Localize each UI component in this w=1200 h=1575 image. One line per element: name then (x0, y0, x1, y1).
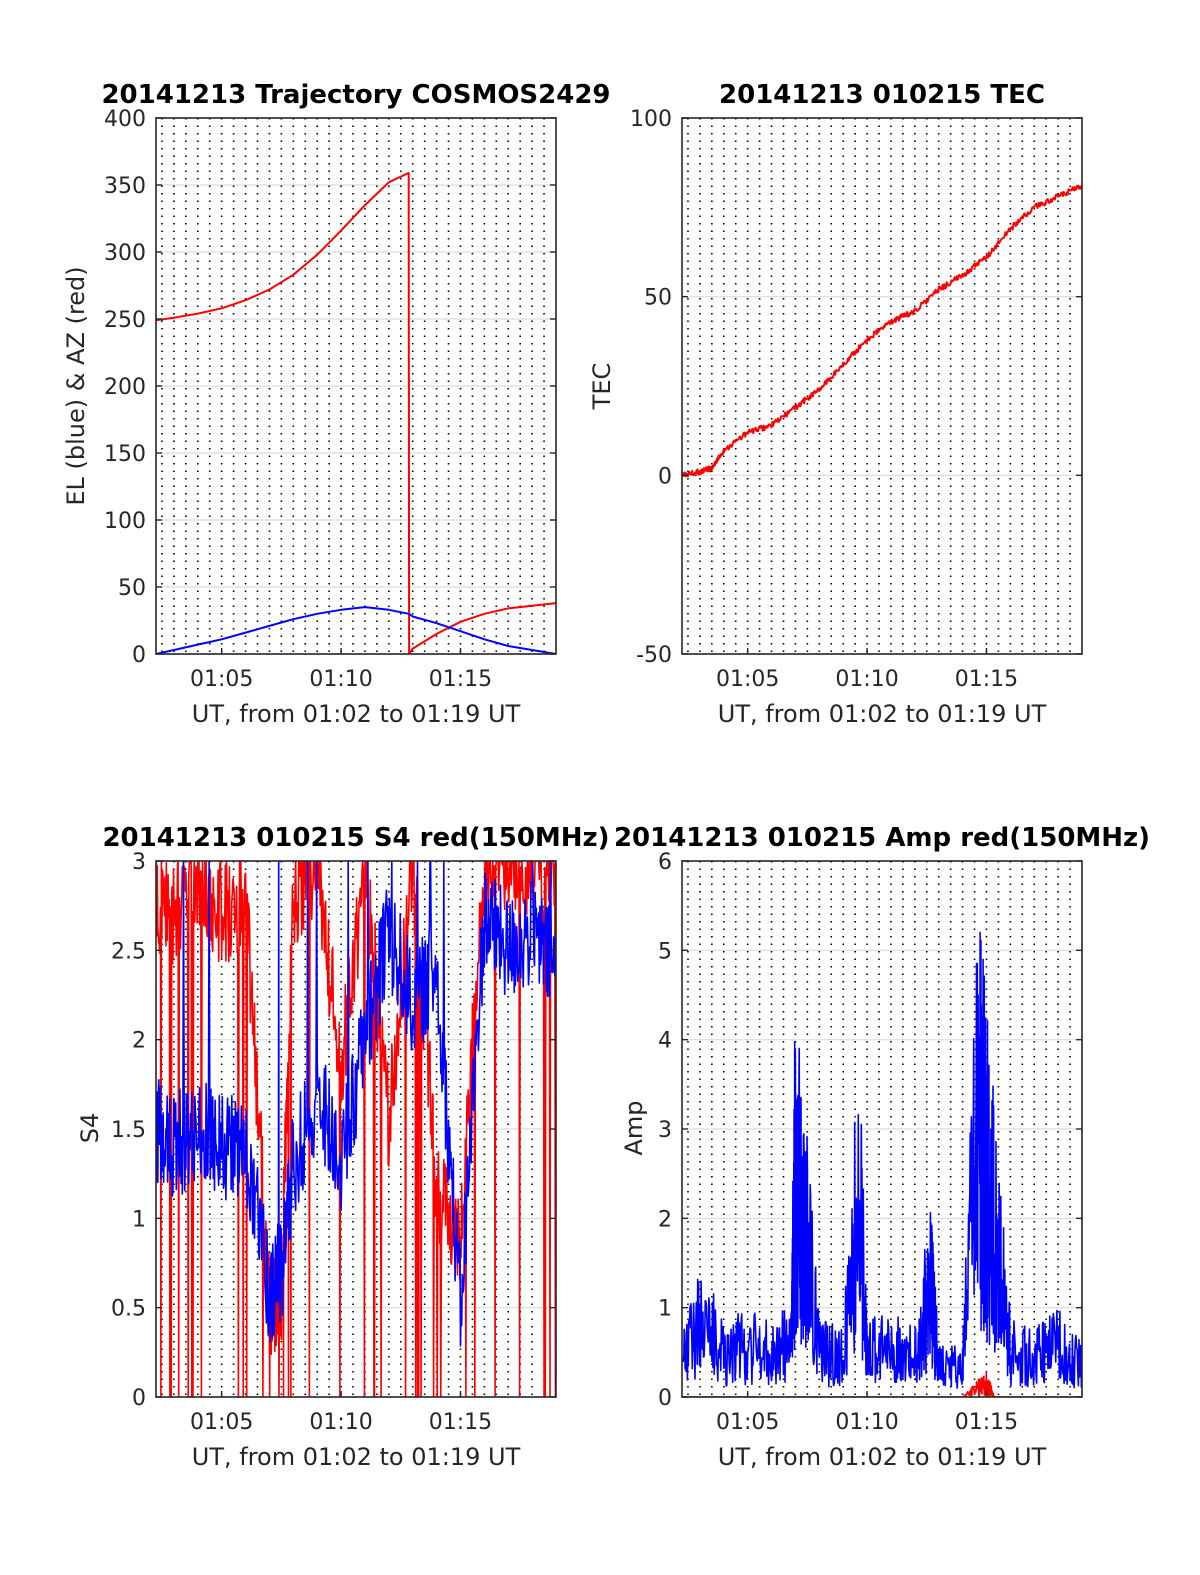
x-tick-label: 01:05 (190, 667, 253, 692)
y-tick-label: 0.5 (111, 1297, 146, 1322)
y-tick-label: 1 (658, 1297, 672, 1322)
y-axis-label: Amp (620, 1100, 648, 1155)
x-tick-label: 01:15 (429, 1410, 492, 1435)
y-tick-label: 4 (658, 1029, 672, 1054)
chart-title: 20141213 010215 TEC (719, 80, 1045, 110)
series-line (156, 171, 556, 654)
y-tick-label: 1.5 (111, 1118, 146, 1143)
y-tick-label: 5 (658, 939, 672, 964)
y-axis-label: EL (blue) & AZ (red) (62, 266, 90, 505)
y-tick-label: 50 (118, 576, 146, 601)
series-line (156, 606, 556, 654)
x-tick-label: 01:05 (716, 667, 779, 692)
trajectory-chart: 20141213 Trajectory COSMOS2429 UT, from … (62, 80, 611, 728)
y-axis-label: S4 (76, 1113, 104, 1144)
y-tick-label: 3 (658, 1118, 672, 1143)
series-line (682, 184, 1082, 478)
y-tick-label: -50 (636, 643, 672, 668)
amp-chart: 20141213 010215 Amp red(150MHz) UT, from… (614, 823, 1150, 1471)
y-tick-label: 2 (658, 1207, 672, 1232)
y-tick-label: 200 (104, 375, 146, 400)
series-line (156, 861, 556, 1347)
x-axis-label: UT, from 01:02 to 01:19 UT (192, 1443, 521, 1471)
y-tick-label: 3 (132, 850, 146, 875)
y-tick-label: 1 (132, 1207, 146, 1232)
x-tick-label: 01:10 (835, 1410, 898, 1435)
y-tick-label: 100 (104, 509, 146, 534)
y-tick-label: 300 (104, 241, 146, 266)
x-tick-label: 01:15 (955, 667, 1018, 692)
x-axis-label: UT, from 01:02 to 01:19 UT (718, 700, 1047, 728)
y-tick-label: 150 (104, 442, 146, 467)
y-tick-label: 100 (630, 107, 672, 132)
chart-title: 20141213 010215 Amp red(150MHz) (614, 823, 1150, 853)
x-tick-label: 01:15 (955, 1410, 1018, 1435)
x-tick-label: 01:05 (190, 1410, 253, 1435)
axes-frame (681, 117, 1083, 655)
chart-title: 20141213 Trajectory COSMOS2429 (101, 80, 610, 110)
y-tick-label: 0 (132, 643, 146, 668)
y-tick-label: 6 (658, 850, 672, 875)
x-tick-label: 01:10 (309, 667, 372, 692)
y-tick-label: 2.5 (111, 939, 146, 964)
x-tick-label: 01:15 (429, 667, 492, 692)
series-line (682, 931, 1082, 1389)
x-tick-label: 01:10 (835, 667, 898, 692)
chart-title: 20141213 010215 S4 red(150MHz) (102, 823, 609, 853)
y-tick-label: 0 (658, 464, 672, 489)
s4-chart: 20141213 010215 S4 red(150MHz) UT, from … (76, 823, 610, 1471)
y-tick-label: 2 (132, 1029, 146, 1054)
y-axis-label: TEC (588, 363, 616, 411)
x-tick-label: 01:05 (716, 1410, 779, 1435)
y-tick-label: 350 (104, 174, 146, 199)
x-axis-label: UT, from 01:02 to 01:19 UT (192, 700, 521, 728)
tec-chart: 20141213 010215 TEC UT, from 01:02 to 01… (588, 80, 1083, 728)
x-tick-label: 01:10 (309, 1410, 372, 1435)
y-tick-label: 50 (644, 286, 672, 311)
y-tick-label: 400 (104, 107, 146, 132)
x-axis-label: UT, from 01:02 to 01:19 UT (718, 1443, 1047, 1471)
y-tick-label: 0 (132, 1386, 146, 1411)
y-tick-label: 250 (104, 308, 146, 333)
y-tick-label: 0 (658, 1386, 672, 1411)
